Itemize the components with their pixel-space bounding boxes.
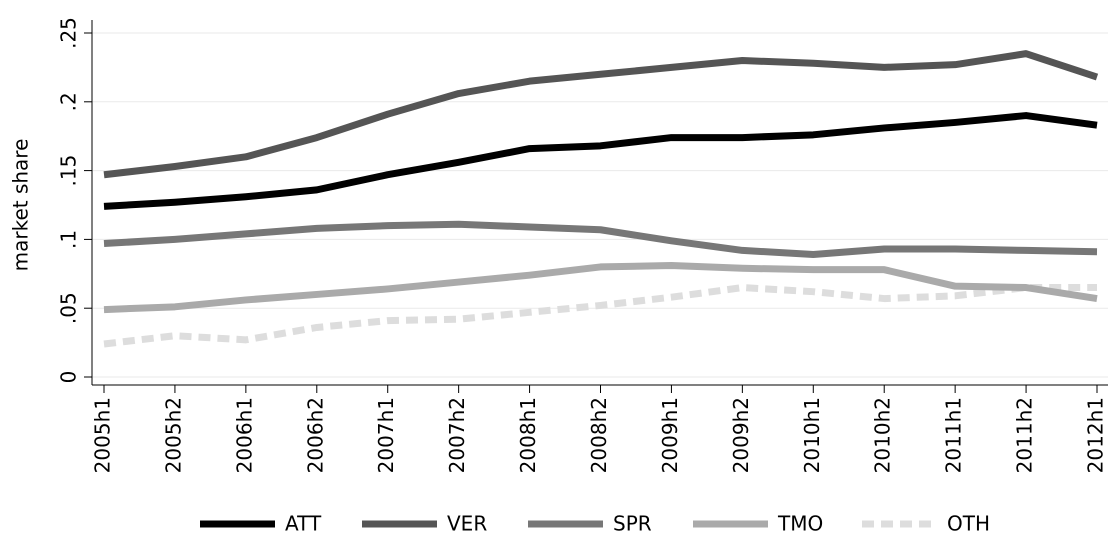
series-line [103,262,1098,314]
y-tick-label: .25 [57,17,81,49]
legend-label: ATT [285,512,322,534]
x-tick-label: 2010h2 [871,397,895,473]
legend-label: TMO [777,512,823,534]
series-line [103,284,1097,348]
series-line [103,50,1099,179]
legend-label: OTH [947,512,990,534]
x-tick-label: 2009h1 [658,397,682,473]
x-tick-label: 2010h1 [800,397,824,473]
x-tick-label: 2011h1 [942,397,966,473]
y-tick-label: 0 [57,371,81,384]
y-axis-label: market share [9,139,33,272]
x-tick-label: 2009h2 [729,397,753,473]
x-tick-label: 2011h2 [1013,397,1037,473]
x-tick-label: 2007h2 [445,397,469,473]
y-tick-label: .2 [57,92,81,111]
x-tick-label: 2007h1 [374,397,398,473]
series-line [103,112,1098,210]
x-tick-label: 2006h1 [232,397,256,473]
legend-label: SPR [613,512,652,534]
x-tick-label: 2008h2 [587,397,611,473]
legend-label: VER [447,512,487,534]
x-tick-label: 2005h1 [91,397,115,473]
y-tick-label: .1 [57,230,81,249]
x-tick-label: 2005h2 [161,397,185,473]
series-line [103,220,1098,259]
x-tick-label: 2006h2 [303,397,327,473]
x-tick-label: 2012h1 [1084,397,1108,473]
x-tick-label: 2008h1 [516,397,540,473]
y-tick-label: .15 [57,155,81,187]
y-tick-label: .05 [57,292,81,324]
